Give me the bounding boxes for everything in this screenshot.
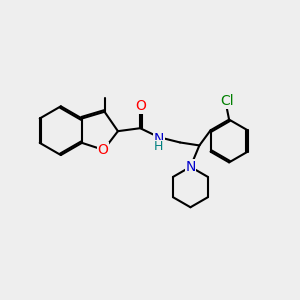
Text: Cl: Cl	[220, 94, 233, 108]
Text: N: N	[154, 132, 164, 145]
Text: O: O	[135, 99, 146, 113]
Text: H: H	[154, 140, 163, 153]
Text: O: O	[98, 143, 108, 157]
Text: N: N	[185, 160, 196, 174]
